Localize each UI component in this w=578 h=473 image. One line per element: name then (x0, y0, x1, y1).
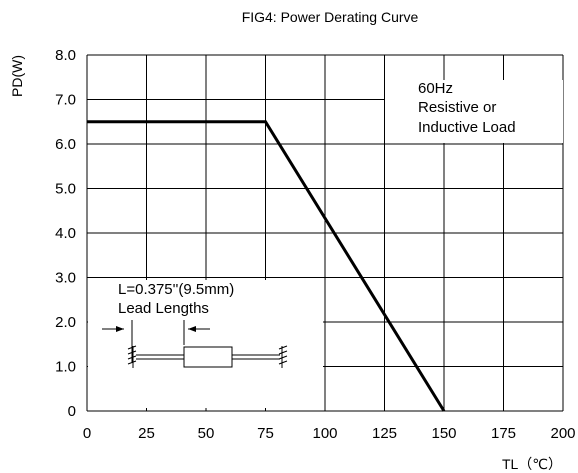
lead-ground-right (278, 345, 288, 368)
condition-label-line-1: 60Hz (418, 80, 453, 97)
condition-label-box (385, 80, 563, 143)
x-axis-label: TL（℃） (502, 456, 562, 472)
y-tick-label: 7.0 (55, 92, 76, 109)
y-tick-label: 0 (68, 403, 76, 420)
lead-diagram-box (88, 280, 323, 408)
y-tick-label: 3.0 (55, 270, 76, 287)
component-body (183, 346, 233, 368)
x-tick-label: 0 (83, 425, 91, 442)
x-tick-label: 200 (550, 425, 575, 442)
lead-length-label-line-1: L=0.375''(9.5mm) (118, 281, 234, 298)
y-tick-label: 6.0 (55, 136, 76, 153)
lead-length-label-line-2: Lead Lengths (118, 300, 209, 317)
lead-arrow-left-head (116, 326, 124, 332)
condition-label-line-3: Inductive Load (418, 119, 516, 136)
y-tick-label: 2.0 (55, 314, 76, 331)
chart-title: FIG4: Power Derating Curve (242, 9, 419, 25)
x-tick-label: 150 (431, 425, 456, 442)
x-tick-label: 25 (138, 425, 155, 442)
lead-length-diagram: L=0.375''(9.5mm) Lead Lengths (102, 281, 288, 368)
x-tick-label: 75 (257, 425, 274, 442)
x-tick-label: 125 (372, 425, 397, 442)
condition-label-line-2: Resistive or (418, 99, 496, 116)
x-tick-label: 175 (491, 425, 516, 442)
x-tick-labels: 0 25 50 75 100 125 150 175 200 (83, 425, 576, 442)
y-axis-label: PD(W) (9, 55, 25, 97)
y-tick-labels: 0 1.0 2.0 3.0 4.0 5.0 6.0 7.0 8.0 (55, 47, 76, 420)
x-tick-label: 50 (198, 425, 215, 442)
y-tick-label: 4.0 (55, 225, 76, 242)
y-tick-label: 1.0 (55, 359, 76, 376)
condition-label: 60Hz Resistive or Inductive Load (418, 80, 516, 136)
derating-curve (87, 120, 446, 412)
x-tick-label: 100 (312, 425, 337, 442)
lead-ground-left (127, 345, 137, 368)
y-tick-label: 5.0 (55, 181, 76, 198)
lead-arrow-right-head (188, 326, 196, 332)
y-tick-label: 8.0 (55, 47, 76, 64)
